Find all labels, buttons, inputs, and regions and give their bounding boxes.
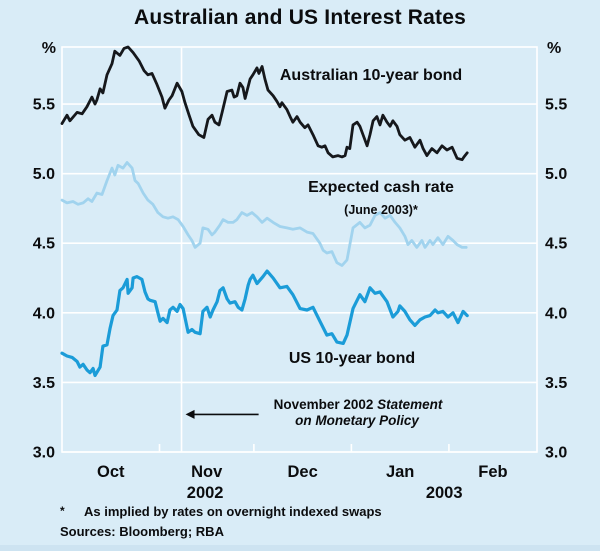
y-axis-label-left-4.0: 4.0 xyxy=(33,305,55,322)
y-axis-unit-right: % xyxy=(547,40,562,57)
footnote: * As implied by rates on overnight indexe… xyxy=(60,504,382,519)
y-axis-label-left-3.0: 3.0 xyxy=(33,445,55,462)
y-axis-label-right-4.0: 4.0 xyxy=(545,305,567,322)
series-label-us-bond: US 10-year bond xyxy=(288,350,416,367)
footnote-marker: * xyxy=(60,504,65,518)
panel-bottom-edge xyxy=(0,545,600,551)
y-axis-label-right-5.5: 5.5 xyxy=(545,97,567,114)
series-line-1 xyxy=(60,161,468,267)
series-label-expected-cash-rate-sub: (June 2003)* xyxy=(344,203,418,217)
x-axis-year-2002: 2002 xyxy=(187,484,224,502)
y-axis-label-left-4.5: 4.5 xyxy=(33,236,55,253)
chart-title: Australian and US Interest Rates xyxy=(134,6,466,29)
annotation-arrow-head xyxy=(185,409,195,419)
annotation-smp-line2: on Monetary Policy xyxy=(295,413,419,428)
annotation-text-italic: Statement xyxy=(377,397,443,412)
y-axis-label-left-3.5: 3.5 xyxy=(33,375,55,392)
y-axis-label-left-5.0: 5.0 xyxy=(33,166,55,183)
x-axis-label-Nov: Nov xyxy=(191,463,223,481)
x-axis-label-Oct: Oct xyxy=(97,463,125,481)
series-label-expected-cash-rate: Expected cash rate xyxy=(308,179,454,196)
footnote-text: As implied by rates on overnight indexed… xyxy=(84,504,382,519)
x-axis-label-Jan: Jan xyxy=(386,463,414,481)
plot-frame xyxy=(61,46,538,453)
series-line-0 xyxy=(60,45,469,162)
x-axis-year-2003: 2003 xyxy=(426,484,463,502)
annotation-smp-line1: November 2002 Statement xyxy=(274,397,443,412)
y-axis-unit-left: % xyxy=(41,40,56,57)
y-axis-label-left-5.5: 5.5 xyxy=(33,97,55,114)
series-line-2 xyxy=(60,269,469,378)
x-axis-label-Feb: Feb xyxy=(478,463,507,481)
y-axis-label-right-5.0: 5.0 xyxy=(545,166,567,183)
y-axis-label-right-3.5: 3.5 xyxy=(545,375,567,392)
annotation-text-plain: November 2002 xyxy=(273,397,378,412)
x-axis-label-Dec: Dec xyxy=(288,463,318,481)
series-label-australian-bond: Australian 10-year bond xyxy=(279,67,463,84)
y-axis-label-right-3.0: 3.0 xyxy=(545,445,567,462)
y-axis-label-right-4.5: 4.5 xyxy=(545,236,567,253)
sources-line: Sources: Bloomberg; RBA xyxy=(60,524,224,539)
